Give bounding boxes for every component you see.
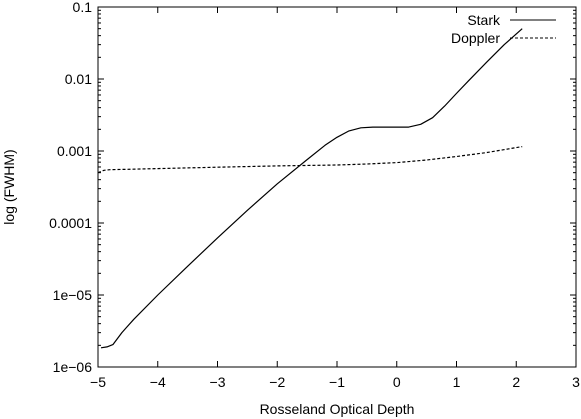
series-line-doppler [97, 146, 523, 174]
y-axis-title: log (FWHM) [1, 149, 17, 224]
x-axis-title: Rosseland Optical Depth [260, 401, 415, 417]
legend: Stark Doppler [451, 12, 556, 46]
x-tick-label: −2 [269, 374, 285, 390]
x-tick-label: −3 [210, 374, 226, 390]
y-tick-label: 0.0001 [49, 215, 92, 231]
plot-frame [97, 6, 577, 368]
x-tick-label: 3 [572, 374, 580, 390]
x-tick-label: −4 [150, 374, 166, 390]
y-tick-label: 1e−06 [53, 359, 93, 375]
x-tick-label: 2 [512, 374, 520, 390]
legend-label-doppler: Doppler [451, 30, 500, 46]
x-tick-label: −1 [329, 374, 345, 390]
series-lines [97, 28, 523, 349]
x-tick-label: 0 [393, 374, 401, 390]
x-tick-label: −5 [90, 374, 106, 390]
y-tick-label: 0.001 [57, 143, 92, 159]
y-tick-label: 0.1 [73, 0, 93, 15]
axis-ticks [97, 6, 577, 368]
series-line-stark [100, 28, 523, 349]
x-tick-label: 1 [453, 374, 461, 390]
y-tick-label: 1e−05 [53, 287, 93, 303]
x-tick-labels: −5 −4 −3 −2 −1 0 1 2 3 [90, 374, 580, 390]
y-tick-labels: 1e−06 1e−05 0.0001 0.001 0.01 0.1 [49, 0, 92, 375]
y-tick-label: 0.01 [65, 71, 92, 87]
legend-label-stark: Stark [467, 12, 501, 28]
